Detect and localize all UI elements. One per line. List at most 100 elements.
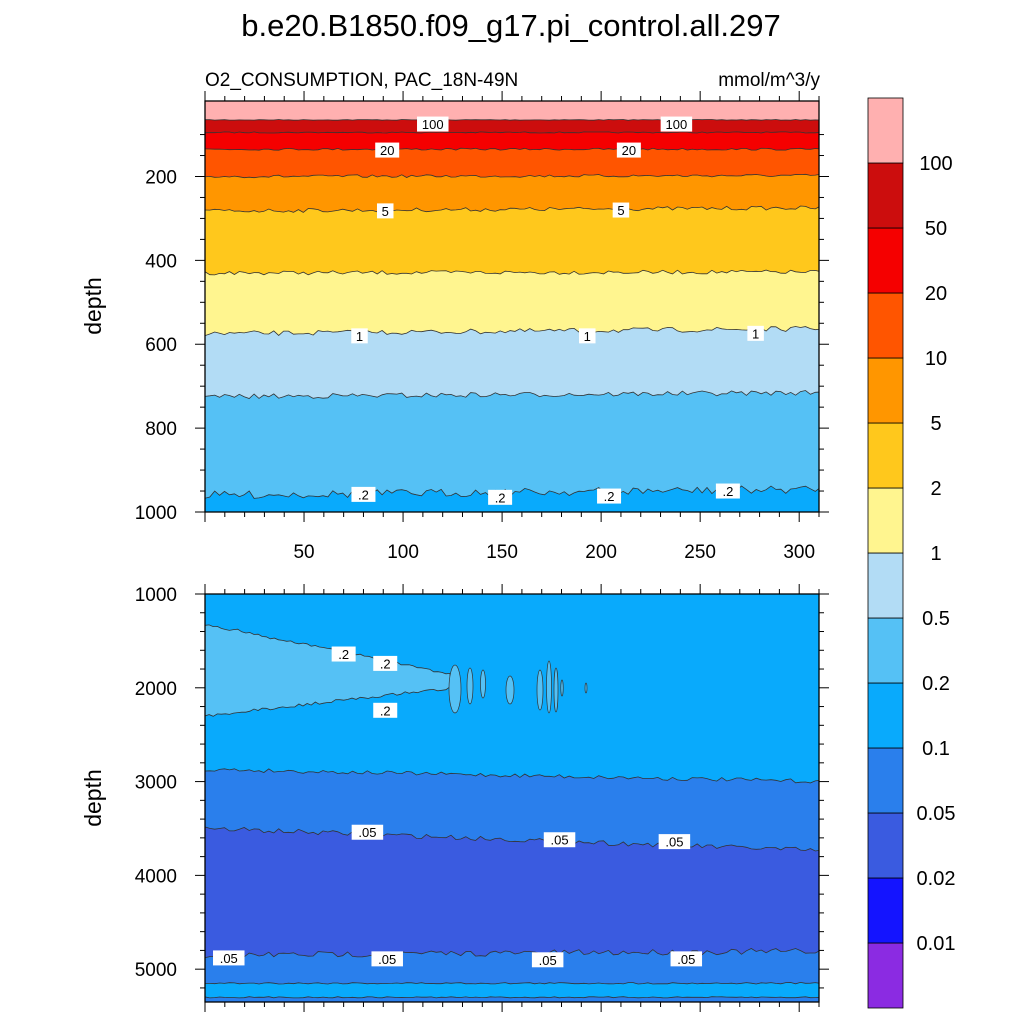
chart-title: b.e20.B1850.f09_g17.pi_control.all.297 [241, 8, 781, 43]
lower-contour-label-text-9: .05 [677, 952, 695, 967]
upper-y-tick-label-1: 400 [145, 251, 177, 272]
upper-band-2 [205, 131, 819, 151]
lower-axis-ticks: 1000 2000 3000 4000 5000 [135, 584, 829, 1012]
colorbar-label-6: 1 [930, 543, 941, 565]
colorbar-box-8 [867, 422, 904, 489]
lower-contour-label-7: .05 [371, 951, 403, 967]
lower-panel: .2 .2 .2 .05 .05 .05 .05 .05 .05 .05 1000 2000 3000… [80, 584, 829, 1012]
upper-contour-line-2 [205, 147, 819, 151]
upper-contour-label-5: 5 [612, 202, 630, 218]
upper-x-tick-label-3: 200 [585, 542, 617, 563]
lower-contour-line-1 [205, 826, 819, 852]
upper-contour-label-7: 1 [579, 328, 596, 344]
upper-band-7 [205, 326, 819, 399]
lower-lens-fragment-8 [584, 682, 588, 694]
colorbar-label-2: 0.05 [917, 803, 956, 825]
lower-contour-label-4: .05 [543, 832, 576, 848]
upper-y-axis-label: depth [80, 277, 106, 335]
colorbar-box-4 [867, 682, 904, 749]
upper-x-tick-label-4: 250 [684, 542, 716, 563]
colorbar-box-7 [867, 487, 904, 554]
lower-contour-label-3: .05 [351, 824, 384, 840]
lower-contour-label-0: .2 [331, 646, 356, 662]
lower-lens-fragment-2 [480, 669, 486, 699]
lower-contour-line-3 [205, 981, 819, 985]
upper-band-8 [205, 390, 819, 499]
lower-contour-line-0 [205, 768, 819, 784]
colorbar-box-11 [867, 227, 904, 294]
upper-y-tick-label-3: 800 [145, 419, 177, 440]
lower-contour-label-text-1: .2 [380, 656, 391, 671]
lower-lens-fragment-1 [466, 667, 474, 705]
lower-contour-label-1: .2 [373, 655, 398, 671]
upper-contour-label-3: 20 [616, 142, 641, 158]
lower-band-2 [205, 826, 819, 958]
upper-contour-label-text-7: 1 [584, 329, 591, 344]
colorbar-box-3 [867, 747, 904, 814]
lower-lens-fragment-0 [448, 664, 462, 714]
colorbar-label-5: 0.5 [922, 608, 950, 630]
lower-contour-label-text-7: .05 [378, 952, 396, 967]
upper-contour-label-12: .2 [715, 483, 740, 499]
colorbar-box-12 [867, 162, 904, 229]
colorbar-box-10 [867, 292, 904, 359]
upper-x-tick-label-0: 50 [293, 542, 314, 563]
upper-contour-label-text-9: .2 [358, 487, 369, 502]
upper-band-0 [205, 101, 819, 121]
colorbar-label-12: 100 [919, 153, 952, 175]
upper-contour-labels: 100 100 20 20 5 5 1 1 1 .2 .2 .2 .2 [351, 116, 764, 505]
colorbar-label-3: 0.1 [922, 738, 950, 760]
upper-panel: 100 100 20 20 5 5 1 1 1 .2 .2 .2 .2 200 400 600 800 1000… [80, 91, 829, 563]
colorbar-label-0: 0.01 [917, 933, 956, 955]
upper-filled-contours [205, 101, 819, 512]
upper-contour-line-6 [205, 326, 819, 337]
upper-contour-label-text-0: 100 [422, 117, 444, 132]
upper-contour-label-0: 100 [417, 116, 449, 132]
lower-lens-fragment-4 [536, 669, 544, 711]
lower-lens-fragment-5 [546, 660, 552, 714]
colorbar-label-4: 0.2 [922, 673, 950, 695]
lower-lens-fragment-3 [505, 675, 515, 705]
colorbar-box-9 [867, 357, 904, 424]
colorbar: 0.01 0.02 0.05 0.1 0.2 0.5 1 2 5 10 20 50 100 [867, 97, 956, 1009]
upper-x-tick-label-5: 300 [783, 542, 815, 563]
lower-contour-line-2 [205, 948, 819, 959]
colorbar-box-5 [867, 617, 904, 684]
lower-contour-label-text-3: .05 [358, 825, 376, 840]
lower-contour-label-text-0: .2 [338, 647, 349, 662]
lower-lens-fragment-7 [560, 679, 564, 697]
upper-band-4 [205, 174, 819, 213]
colorbar-label-10: 20 [925, 283, 947, 305]
lower-contour-label-text-2: .2 [380, 703, 391, 718]
lower-contour-labels: .2 .2 .2 .05 .05 .05 .05 .05 .05 .05 [213, 646, 703, 968]
lower-contour-label-text-4: .05 [550, 833, 568, 848]
upper-contour-label-6: 1 [351, 328, 368, 344]
upper-contour-line-1 [205, 131, 819, 134]
colorbar-label-9: 10 [925, 348, 947, 370]
colorbar-box-6 [867, 552, 904, 619]
upper-contour-label-11: .2 [597, 488, 622, 504]
upper-y-tick-label-2: 600 [145, 335, 177, 356]
lower-contour-label-9: .05 [670, 951, 703, 967]
lower-contour-label-text-8: .05 [539, 953, 557, 968]
upper-band-5 [205, 206, 819, 275]
upper-contour-label-9: .2 [351, 486, 376, 502]
subtitle-units: mmol/m^3/y [718, 70, 820, 91]
lower-lens-fragment-6 [553, 667, 559, 713]
upper-plot-frame [204, 100, 820, 513]
upper-contour-label-text-10: .2 [495, 490, 506, 505]
upper-contour-label-4: 5 [376, 203, 394, 219]
colorbar-box-13 [867, 97, 904, 164]
colorbar-label-7: 2 [930, 478, 941, 500]
upper-y-tick-label-4: 1000 [135, 503, 177, 524]
upper-contour-label-text-1: 100 [666, 117, 688, 132]
upper-x-tick-label-1: 100 [387, 542, 419, 563]
upper-contour-line-3 [205, 173, 819, 179]
upper-contour-label-text-5: 5 [617, 203, 624, 218]
lower-contour-label-text-5: .05 [665, 835, 683, 850]
lower-y-tick-label-0: 1000 [135, 585, 177, 606]
upper-contour-label-1: 100 [660, 116, 693, 132]
upper-contour-label-10: .2 [488, 489, 513, 505]
